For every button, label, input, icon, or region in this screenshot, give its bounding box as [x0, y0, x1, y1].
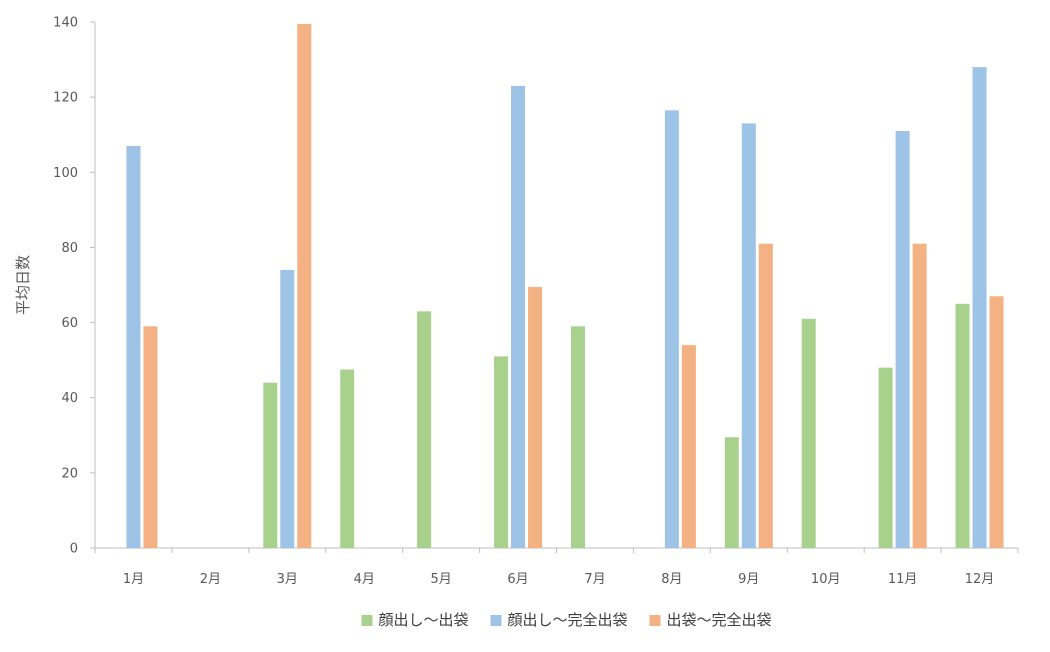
- x-tick-label: 12月: [965, 572, 995, 587]
- bar: [417, 311, 432, 548]
- y-axis-title: 平均日数: [14, 255, 32, 315]
- bar: [664, 110, 679, 549]
- bar: [494, 356, 509, 548]
- x-tick-label: 5月: [430, 572, 451, 587]
- bar: [681, 345, 696, 548]
- bar: [895, 130, 910, 548]
- y-tick-label: 140: [53, 16, 78, 31]
- bar: [801, 318, 816, 548]
- legend-swatch: [490, 615, 502, 626]
- legend-swatch: [649, 615, 661, 626]
- bars: [126, 23, 1004, 549]
- x-tick-label: 1月: [123, 572, 144, 587]
- bar: [528, 286, 543, 548]
- legend-label: 顔出し～出袋: [378, 611, 468, 629]
- bar: [758, 243, 773, 548]
- bar: [126, 145, 141, 548]
- x-tick-label: 6月: [507, 572, 528, 587]
- x-tick-label: 9月: [738, 572, 759, 587]
- bar: [989, 296, 1004, 548]
- x-tick-label: 11月: [888, 572, 918, 587]
- bar: [972, 67, 987, 548]
- bar: [878, 367, 893, 548]
- y-tick-label: 20: [61, 466, 78, 481]
- bar: [955, 303, 970, 548]
- x-tick-label: 3月: [277, 572, 298, 587]
- legend-label: 顔出し～完全出袋: [507, 611, 627, 629]
- bar: [143, 326, 158, 548]
- bar: [741, 123, 756, 548]
- bar: [912, 243, 927, 548]
- y-tick-label: 40: [61, 391, 78, 406]
- x-tick-label: 8月: [661, 572, 682, 587]
- bar: [724, 437, 739, 548]
- y-tick-label: 60: [61, 316, 78, 331]
- legend: 顔出し～出袋 顔出し～完全出袋 出袋～完全出袋: [361, 611, 772, 629]
- y-tick-label: 100: [53, 166, 78, 181]
- y-tick-label: 120: [53, 91, 78, 106]
- bar: [340, 369, 355, 548]
- x-tick-label: 2月: [200, 572, 221, 587]
- y-tick-label: 0: [70, 542, 78, 557]
- bar: [511, 85, 526, 548]
- x-tick-label: 4月: [354, 572, 375, 587]
- bar: [297, 23, 312, 549]
- y-axis: 0 20 40 60 80 100 120 140: [53, 16, 96, 557]
- x-tick-label: 10月: [811, 572, 841, 587]
- bar: [570, 326, 585, 548]
- legend-swatch: [361, 615, 373, 626]
- bar: [263, 382, 278, 548]
- bar: [280, 269, 295, 548]
- y-tick-label: 80: [61, 241, 78, 256]
- x-tick-label: 7月: [584, 572, 605, 587]
- legend-label: 出袋～完全出袋: [667, 611, 772, 629]
- x-axis: 1月 2月 3月 4月 5月 6月 7月 8月 9月 10月 11月 12月: [94, 547, 1019, 587]
